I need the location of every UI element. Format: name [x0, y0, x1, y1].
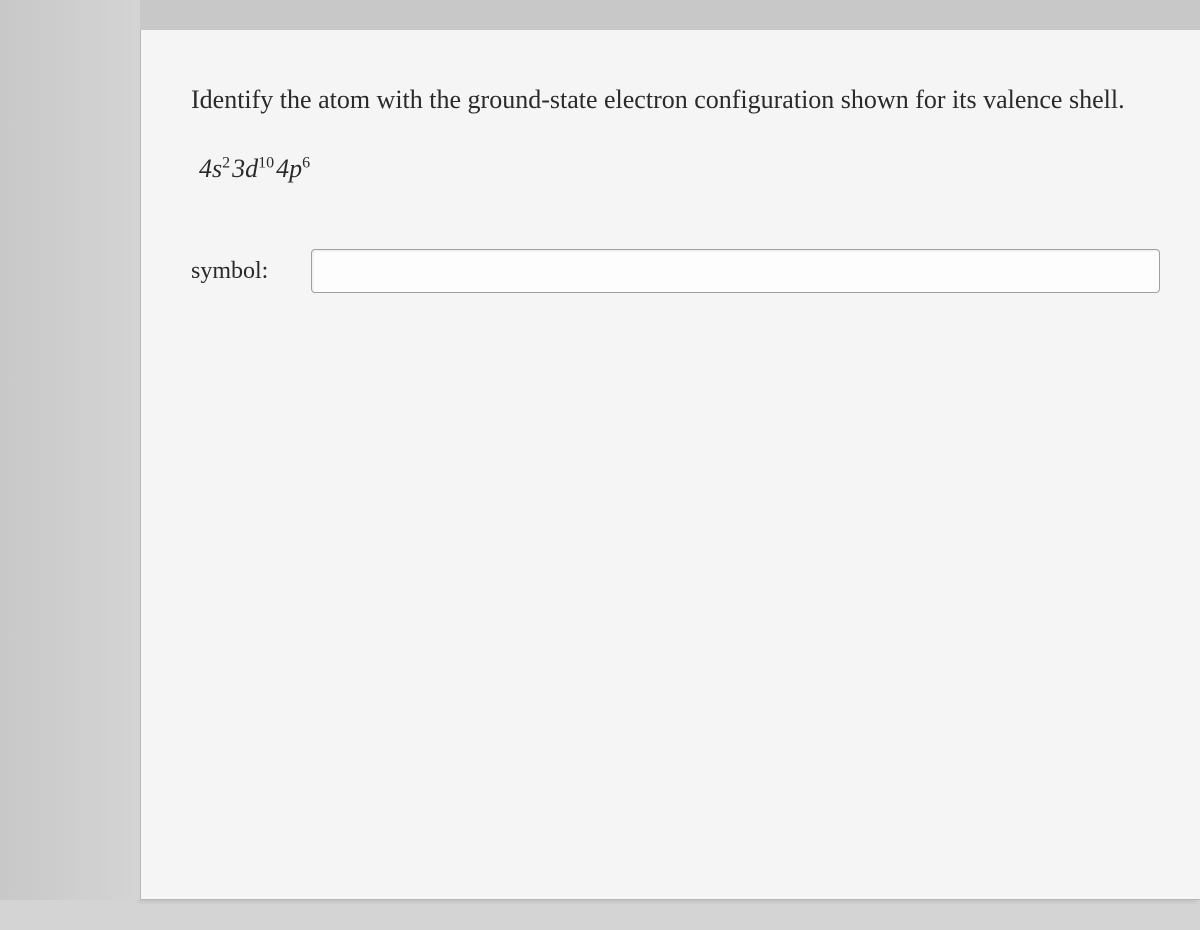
question-panel: Identify the atom with the ground-state … — [140, 30, 1200, 900]
formula-base-3: 4p — [276, 154, 302, 183]
formula-sup-1: 2 — [222, 154, 230, 171]
formula-term-1: 4s2 — [199, 154, 230, 184]
formula-sup-2: 10 — [258, 154, 274, 171]
left-margin-area — [0, 0, 140, 900]
electron-configuration-formula: 4s23d104p6 — [199, 154, 1160, 184]
formula-base-2: 3d — [232, 154, 258, 183]
answer-row: symbol: — [191, 249, 1160, 293]
answer-label: symbol: — [191, 258, 281, 285]
question-prompt: Identify the atom with the ground-state … — [191, 80, 1160, 119]
top-margin-area — [0, 0, 1200, 30]
formula-term-3: 4p6 — [276, 154, 310, 184]
symbol-input[interactable] — [311, 249, 1160, 293]
formula-base-1: 4s — [199, 154, 222, 183]
formula-term-2: 3d10 — [232, 154, 274, 184]
formula-sup-3: 6 — [302, 154, 310, 171]
